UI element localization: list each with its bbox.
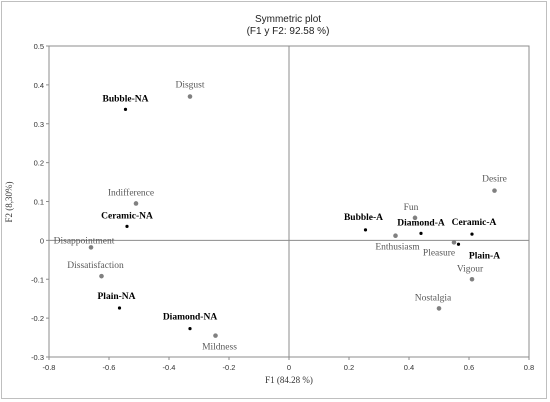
product-label: Diamond-NA [163,313,218,323]
attribute-point [492,188,497,193]
product-label: Diamond-A [397,218,445,228]
y-tick-label: 0.4 [34,81,44,90]
product-point [456,242,461,246]
product-point [125,224,129,228]
y-tick-label: -0.1 [31,275,44,284]
product-label: Ceramic-A [452,218,497,228]
attribute-label: Indifference [108,187,154,198]
x-tick-label: 0 [287,363,291,372]
axis-ticks: -0.8 -0.6 -0.4 -0.2 0 0.2 0.4 0.6 0.8 0.5 0.4 0.3 0.… [31,42,534,372]
attribute-point [469,276,475,282]
x-tick-label: 0.4 [404,363,414,372]
attribute-label: Disappointment [54,236,115,246]
attribute-point [133,201,139,206]
product-label: Ceramic-NA [101,211,153,221]
x-tick-label: 0.8 [524,363,534,372]
y-tick-label: -0.3 [31,353,44,362]
attribute-point [213,333,218,338]
attribute-label: Nostalgia [415,293,452,303]
x-tick-label: -0.2 [223,363,236,372]
x-tick-label: -0.4 [163,363,176,372]
zero-lines [49,46,529,357]
chart-title: Symmetric plot [255,14,321,25]
y-tick-label: 0.2 [34,159,44,168]
attribute-label: Dissatisfaction [67,260,124,271]
x-tick-label: -0.8 [43,363,56,372]
attribute-point [451,240,457,245]
attribute-point [436,306,442,311]
product-label: Bubble-A [344,213,383,223]
x-tick-label: 0.6 [464,363,474,372]
y-tick-label: 0.5 [34,42,44,51]
product-point [470,232,474,236]
attribute-label: Enthusiasm [375,243,420,253]
attribute-label: Fun [404,203,419,213]
y-axis-label: F2 (8,30%) [4,182,14,223]
product-point [188,327,192,331]
attribute-label: Mildness [202,343,237,353]
product-point [123,107,128,111]
product-label: Bubble-NA [103,94,149,104]
y-tick-label: 0 [40,236,44,245]
attribute-point [88,245,94,250]
attribute-point [99,273,104,279]
attribute-point [412,215,418,221]
attribute-point [393,233,398,239]
attribute-label: Vigour [457,264,484,274]
product-label: Plain-NA [98,292,136,302]
data-points: Disgust Indifference Disappointment Dissati… [54,81,507,353]
product-point [117,306,122,310]
product-label: Plain-A [469,251,500,261]
attribute-label: Desire [482,175,507,185]
y-tick-label: 0.3 [34,120,44,129]
attribute-label: Pleasure [423,248,455,258]
y-tick-label: 0.1 [34,198,44,207]
x-tick-label: -0.6 [103,363,116,372]
x-axis-label: F1 (84.28 %) [265,375,313,385]
chart-subtitle: (F1 y F2: 92.58 %) [247,26,330,37]
attribute-label: Disgust [175,81,204,91]
y-tick-label: -0.2 [31,314,44,323]
product-point [419,231,423,235]
x-tick-label: 0.2 [344,363,354,372]
product-point [363,228,368,232]
attribute-point [187,94,193,99]
